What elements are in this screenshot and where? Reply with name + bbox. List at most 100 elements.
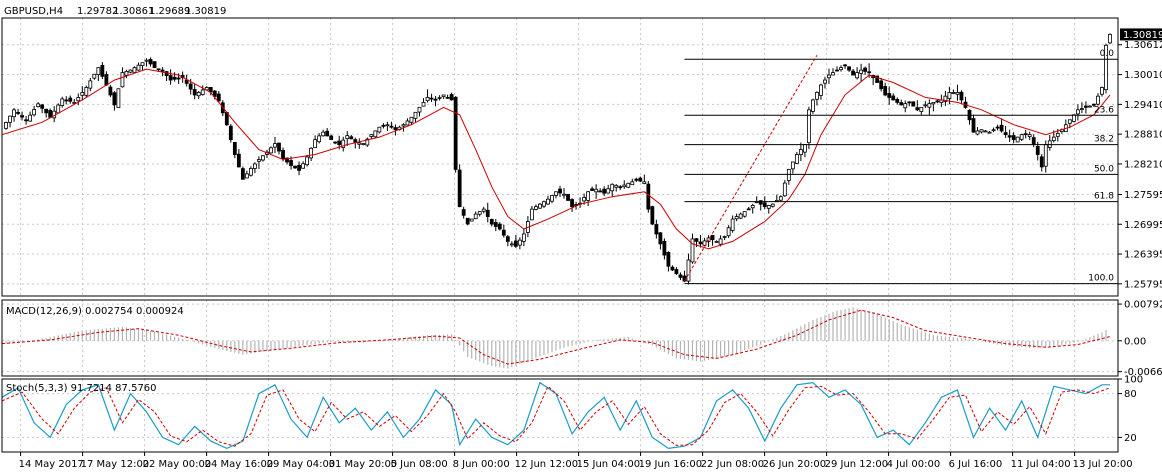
price-tick-label: 1.27595 [1124, 190, 1162, 201]
stoch-panel-frame [1, 378, 1119, 453]
candle-body [240, 168, 245, 180]
candle-body [927, 103, 932, 108]
main-panel-frame [1, 17, 1119, 297]
candle-body [879, 80, 884, 90]
candle-body [92, 73, 97, 79]
candle-body [999, 124, 1004, 132]
stochastic-panel[interactable] [1, 381, 1111, 450]
candle-body [365, 138, 370, 146]
candle-body [281, 149, 285, 159]
candle-body [373, 130, 378, 138]
x-tick-label: 8 Jun 00:00 [453, 459, 510, 470]
candle-body [1015, 136, 1020, 143]
candle-body [919, 106, 924, 112]
candle-body [269, 147, 273, 154]
candle-body [273, 143, 277, 148]
candle-body [325, 130, 330, 137]
candle-body [20, 115, 24, 118]
candle-body [76, 97, 81, 102]
candle-body [610, 183, 615, 192]
candle-body [429, 97, 434, 100]
current-price-label: 1.30819 [1123, 30, 1162, 41]
candle-body [317, 135, 322, 143]
candle-body [168, 75, 173, 81]
stoch-label: Stoch(5,3,3) 91.7214 87.5760 [6, 383, 157, 394]
x-tick-label: 15 Jun 04:00 [577, 459, 641, 470]
candle-body [176, 77, 181, 80]
candle-body [955, 92, 960, 95]
candle-body [778, 196, 783, 201]
fib-level-label: 61.8 [1094, 192, 1114, 202]
candle-body [381, 124, 386, 127]
candle-body [112, 92, 117, 106]
candle-body [1039, 156, 1044, 168]
candle-body [40, 104, 45, 109]
candle-body [16, 111, 20, 114]
candle-body [1031, 137, 1036, 145]
fib-level-label: 38.2 [1094, 135, 1114, 145]
candle-body [991, 129, 996, 132]
candle-body [891, 95, 896, 101]
candle-body [1096, 95, 1100, 105]
ohlc-high: 1.30861 [113, 6, 154, 17]
candle-body [417, 106, 422, 113]
candle-body [501, 229, 506, 236]
candle-body [80, 92, 85, 96]
macd-panel[interactable] [1, 307, 1111, 369]
candle-body [947, 92, 952, 99]
candle-body [100, 65, 105, 77]
candle-body [104, 74, 109, 86]
main-price-panel[interactable]: 0.0 23.6 38.2 50.0 61.8 100.0 [1, 33, 1118, 285]
candle-body [172, 76, 177, 80]
candle-body [517, 239, 522, 246]
candle-body [88, 80, 93, 89]
candle-body [1079, 108, 1084, 110]
candle-body [473, 213, 478, 220]
candle-body [521, 233, 526, 242]
candle-body [654, 224, 659, 235]
candle-body [160, 69, 165, 72]
candle-body [333, 141, 338, 144]
candle-body [762, 202, 767, 208]
candle-body [305, 156, 310, 166]
candle-body [666, 252, 671, 267]
candle-body [534, 206, 538, 210]
candle-body [401, 124, 406, 127]
candle-body [244, 173, 249, 179]
x-tick-label: 29 May 04:00 [267, 459, 336, 470]
candle-body [509, 243, 514, 246]
candle-body [349, 136, 354, 140]
candle-body [859, 69, 864, 74]
candle-body [329, 135, 334, 141]
price-tick-label: 1.28810 [1124, 130, 1162, 141]
candle-body [646, 183, 651, 210]
candle-body [983, 130, 988, 133]
candle-body [212, 90, 217, 97]
candle-body [1084, 105, 1088, 108]
candle-body [1027, 134, 1032, 137]
candle-body [36, 103, 41, 108]
candle-body [196, 92, 201, 97]
candle-body [855, 72, 859, 79]
x-tick-label: 6 Jul 16:00 [949, 459, 1003, 470]
candle-body [309, 147, 314, 159]
candle-body [823, 79, 827, 84]
candle-body [232, 142, 237, 155]
x-tick-label: 24 May 16:00 [205, 459, 274, 470]
candle-body [497, 223, 502, 230]
candle-body [618, 186, 623, 189]
candle-body [538, 203, 542, 209]
candle-body [120, 72, 125, 88]
candle-body [662, 240, 667, 256]
x-tick-label: 26 Jun 20:00 [763, 459, 827, 470]
candle-body [638, 177, 643, 182]
price-tick-label: 1.28210 [1124, 159, 1162, 170]
candle-body [686, 259, 691, 282]
candle-body [634, 178, 639, 181]
candle-body [144, 59, 149, 62]
candle-body [598, 190, 603, 193]
candle-body [341, 139, 346, 148]
candle-body [513, 240, 518, 247]
candle-body [758, 200, 763, 205]
